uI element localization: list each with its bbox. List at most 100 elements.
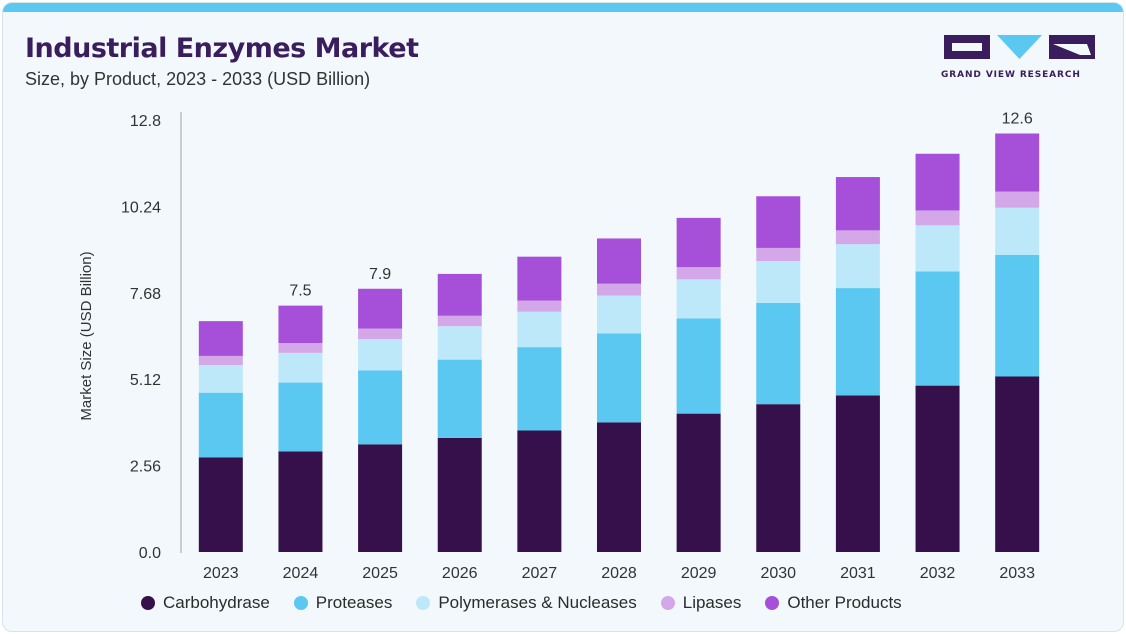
bar-segment-proteases-2033 <box>995 255 1040 377</box>
chart-title: Industrial Enzymes Market <box>25 33 419 64</box>
data-label-2025: 7.9 <box>369 266 391 283</box>
chart-legend: Carbohydrase Proteases Polymerases & Nucle… <box>141 593 926 613</box>
x-tick-label: 2030 <box>760 565 796 582</box>
bar-segment-polymerases-nucleases-2031 <box>835 244 880 289</box>
bar-segment-other-products-2033 <box>995 133 1040 192</box>
bar-segment-polymerases-nucleases-2023 <box>198 365 243 393</box>
data-label-2024: 7.5 <box>289 283 311 300</box>
bar-segment-other-products-2027 <box>517 256 562 301</box>
y-tick-label: 0.0 <box>139 545 161 562</box>
x-tick-label: 2032 <box>920 565 956 582</box>
legend-swatch <box>660 596 675 610</box>
x-tick-label: 2026 <box>442 565 478 582</box>
legend-label: Proteases <box>315 593 393 612</box>
x-tick-label: 2025 <box>362 565 398 582</box>
legend-swatch <box>141 596 155 610</box>
bar-segment-other-products-2030 <box>756 196 801 248</box>
bar-segment-lipases-2032 <box>915 210 960 226</box>
bar-segment-other-products-2023 <box>198 321 243 356</box>
bar-segment-carbohydrase-2032 <box>915 385 960 552</box>
x-tick-label: 2023 <box>203 565 239 582</box>
bar-segment-lipases-2025 <box>358 328 403 340</box>
x-tick-label: 2027 <box>522 565 558 582</box>
data-label-2033: 12.6 <box>1002 111 1033 128</box>
bar-segment-polymerases-nucleases-2032 <box>915 225 960 272</box>
bar-segment-lipases-2024 <box>278 343 323 353</box>
stacked-bar-chart: 0.0 2.56 5.12 7.68 10.24 12.8 Market Size (USD… <box>78 111 1040 582</box>
bar-segment-other-products-2028 <box>597 238 641 284</box>
legend-item: Polymerases & Nucleases <box>416 593 637 613</box>
bar-segment-carbohydrase-2023 <box>198 457 243 552</box>
bar-segment-polymerases-nucleases-2028 <box>597 295 641 334</box>
x-tick-label: 2033 <box>999 565 1035 582</box>
bar-segment-proteases-2024 <box>278 382 323 452</box>
bar-segment-lipases-2031 <box>835 230 880 245</box>
bar-segment-lipases-2028 <box>597 283 641 296</box>
x-tick-label: 2029 <box>681 565 717 582</box>
bar-segment-carbohydrase-2029 <box>676 413 721 552</box>
bar-segment-lipases-2030 <box>756 247 801 262</box>
bar-segment-polymerases-nucleases-2024 <box>278 352 323 383</box>
bar-segment-polymerases-nucleases-2027 <box>517 311 562 348</box>
bar-segment-lipases-2029 <box>676 267 721 280</box>
logo-text: GRAND VIEW RESEARCH <box>941 70 1081 80</box>
bar-segment-lipases-2023 <box>198 355 243 366</box>
bar-segment-carbohydrase-2033 <box>995 376 1040 552</box>
bar-segment-carbohydrase-2026 <box>437 437 482 552</box>
legend-item: Proteases <box>293 593 393 613</box>
bar-segment-polymerases-nucleases-2025 <box>358 339 403 371</box>
bar-segment-other-products-2025 <box>358 288 403 329</box>
bar-segment-lipases-2026 <box>437 315 482 327</box>
bar-segment-proteases-2029 <box>676 318 721 414</box>
legend-item: Lipases <box>660 593 742 613</box>
bar-segment-other-products-2026 <box>437 273 482 316</box>
bar-segment-proteases-2027 <box>517 347 562 431</box>
bar-segment-proteases-2032 <box>915 271 960 386</box>
legend-item: Other Products <box>765 593 902 613</box>
logo-mark-icon <box>944 35 1095 59</box>
bar-segment-carbohydrase-2030 <box>756 404 801 552</box>
y-tick-label: 10.24 <box>121 199 161 216</box>
bar-segment-proteases-2028 <box>597 333 641 423</box>
legend-swatch <box>416 596 431 610</box>
bar-segment-polymerases-nucleases-2033 <box>995 207 1040 255</box>
bar-segment-lipases-2033 <box>995 191 1040 208</box>
x-tick-label: 2031 <box>840 565 876 582</box>
x-tick-label: 2028 <box>601 565 637 582</box>
legend-label: Other Products <box>787 593 902 612</box>
bar-segment-carbohydrase-2028 <box>597 422 641 552</box>
accent-top-bar <box>3 3 1123 12</box>
legend-swatch <box>765 596 780 610</box>
bar-segment-proteases-2031 <box>835 288 880 396</box>
y-tick-label: 2.56 <box>130 459 161 476</box>
legend-label: Lipases <box>682 593 742 612</box>
y-tick-label: 5.12 <box>130 372 161 389</box>
bar-segment-proteases-2030 <box>756 302 801 405</box>
bar-segment-carbohydrase-2024 <box>278 451 323 552</box>
bar-segment-polymerases-nucleases-2030 <box>756 261 801 303</box>
bar-segment-carbohydrase-2025 <box>358 444 403 552</box>
legend-label: Polymerases & Nucleases <box>438 593 637 612</box>
bar-segment-lipases-2027 <box>517 300 562 312</box>
bar-segment-other-products-2032 <box>915 153 960 211</box>
bar-segment-proteases-2026 <box>437 359 482 438</box>
y-tick-label: 7.68 <box>130 286 161 303</box>
legend-swatch <box>293 596 308 610</box>
x-tick-label: 2024 <box>283 565 319 582</box>
y-axis-label: Market Size (USD Billion) <box>78 251 95 420</box>
bar-segment-proteases-2025 <box>358 370 403 445</box>
bar-segment-carbohydrase-2031 <box>835 395 880 552</box>
legend-item: Carbohydrase <box>141 593 270 613</box>
bar-segment-other-products-2024 <box>278 305 323 344</box>
bar-segment-polymerases-nucleases-2029 <box>676 279 721 319</box>
bar-segment-other-products-2029 <box>676 217 721 268</box>
bar-segment-polymerases-nucleases-2026 <box>437 326 482 360</box>
bar-segment-carbohydrase-2027 <box>517 430 562 552</box>
bar-segment-other-products-2031 <box>835 177 880 231</box>
chart-subtitle: Size, by Product, 2023 - 2033 (USD Billi… <box>25 69 371 89</box>
grand-view-research-logo: GRAND VIEW RESEARCH <box>941 33 1099 83</box>
y-tick-label: 12.8 <box>130 113 161 130</box>
legend-label: Carbohydrase <box>163 593 270 612</box>
bar-segment-proteases-2023 <box>198 392 243 458</box>
